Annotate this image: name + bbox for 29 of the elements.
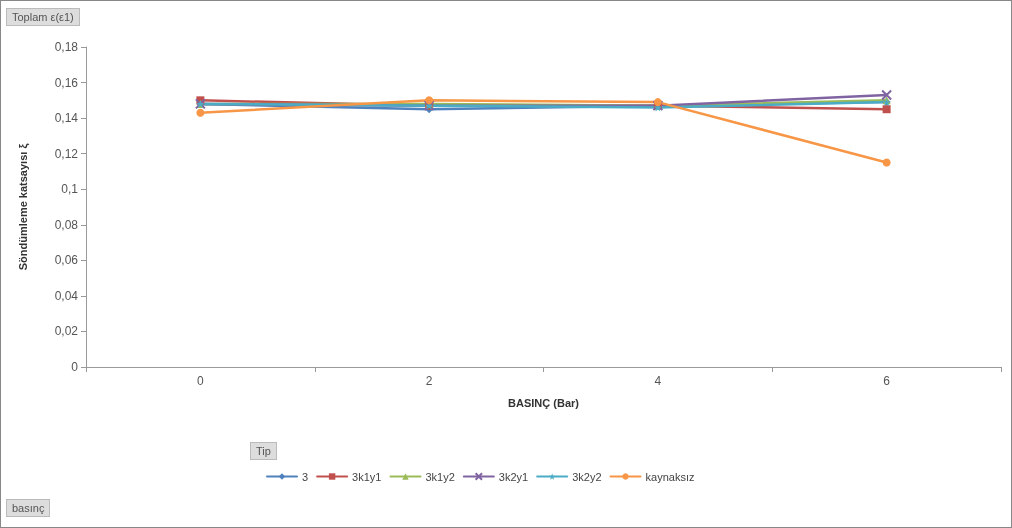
legend-label: 3k1y2	[425, 470, 455, 483]
x-tick-label: 0	[197, 374, 205, 388]
x-tick-label: 2	[425, 374, 433, 388]
y-axis-title: Söndümleme katsayısı ξ	[16, 143, 30, 271]
legend-label: 3k2y2	[572, 470, 602, 483]
y-tick-label: 0,12	[54, 146, 79, 161]
y-tick-label: 0,18	[54, 40, 79, 54]
y-tick-label: 0,16	[54, 75, 79, 90]
y-tick-label: 0,02	[54, 324, 79, 339]
y-tick-label: 0,08	[54, 217, 79, 232]
legend-label: 3k1y1	[352, 470, 382, 483]
y-tick-label: 0	[71, 360, 79, 374]
point	[882, 158, 891, 167]
point	[882, 105, 891, 114]
x-axis-title: BASINÇ (Bar)	[508, 396, 580, 409]
legend-label: 3	[302, 470, 309, 483]
y-tick-label: 0,06	[54, 253, 79, 268]
point	[881, 89, 893, 101]
legend-title: Tip	[250, 442, 277, 460]
x-tick-label: 6	[883, 374, 891, 388]
y-tick-label: 0,04	[54, 288, 79, 303]
text: Toplam ε(ε1)	[6, 8, 80, 26]
legend-label: 3k2y1	[498, 470, 529, 483]
text: basınç	[6, 499, 51, 517]
point	[196, 108, 205, 117]
y-tick-label: 0,1	[61, 182, 79, 197]
x-tick-label: 4	[654, 374, 662, 388]
legend-label: kaynaksız	[645, 470, 695, 483]
y-tick-label: 0,14	[54, 111, 79, 126]
